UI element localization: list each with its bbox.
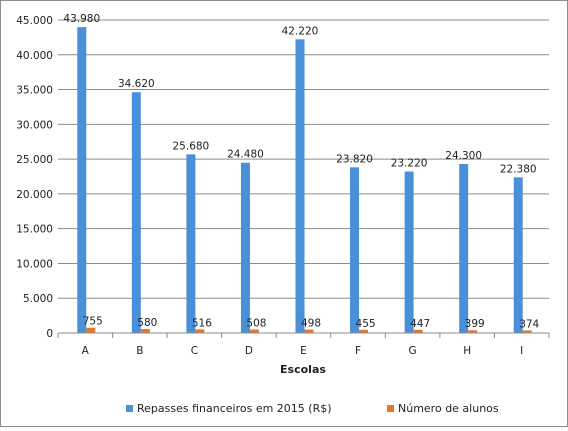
y-tick-label: 5.000 xyxy=(23,293,53,305)
x-tick-label: B xyxy=(136,345,143,357)
data-label-alunos-I: 374 xyxy=(519,318,539,330)
bar-repasses-G xyxy=(404,171,414,333)
bar-alunos-A xyxy=(86,327,96,333)
data-labels: 43.980 755 34.620 580 25.680 516 24.480 508 42.2… xyxy=(63,13,539,330)
y-tick-label: 10.000 xyxy=(16,258,53,270)
bar-alunos-D xyxy=(249,329,259,333)
legend-swatch-alunos xyxy=(387,405,394,412)
legend-label-repasses: Repasses financeiros em 2015 (R$) xyxy=(137,402,332,415)
x-axis-title: Escolas xyxy=(280,363,326,376)
x-axis-ticks: A B C D E F G H I xyxy=(57,333,550,357)
data-label-repasses-B: 34.620 xyxy=(118,78,155,90)
data-label-alunos-H: 399 xyxy=(465,318,485,330)
x-tick-label: C xyxy=(191,345,198,357)
data-label-alunos-E: 498 xyxy=(301,318,321,330)
data-label-repasses-H: 24.300 xyxy=(445,150,482,162)
legend: Repasses financeiros em 2015 (R$) Número … xyxy=(126,402,499,415)
bar-repasses-I xyxy=(513,177,523,333)
y-axis-ticks: 0 5.000 10.000 15.000 20.000 25.000 30.000 35.0… xyxy=(16,15,53,340)
y-tick-label: 35.000 xyxy=(16,85,53,97)
y-tick-label: 30.000 xyxy=(16,119,53,131)
y-tick-label: 40.000 xyxy=(16,50,53,62)
y-tick-label: 20.000 xyxy=(16,189,53,201)
bar-repasses-C xyxy=(186,154,196,333)
data-label-alunos-A: 755 xyxy=(83,316,103,328)
x-tick-label: E xyxy=(300,345,307,357)
x-tick-label: G xyxy=(409,345,417,357)
data-label-alunos-B: 580 xyxy=(137,317,157,329)
x-tick-label: D xyxy=(245,345,253,357)
bar-alunos-G xyxy=(413,329,423,333)
data-label-alunos-C: 516 xyxy=(192,317,212,329)
x-tick-label: H xyxy=(463,345,471,357)
bar-alunos-E xyxy=(304,329,314,333)
data-label-repasses-F: 23.820 xyxy=(336,153,373,165)
bar-alunos-C xyxy=(195,329,205,333)
bar-repasses-H xyxy=(459,163,469,333)
bar-repasses-A xyxy=(77,27,87,334)
y-tick-label: 15.000 xyxy=(16,224,53,236)
x-tick-label: I xyxy=(520,345,523,357)
bar-repasses-B xyxy=(131,92,141,333)
legend-label-alunos: Número de alunos xyxy=(398,402,499,415)
data-label-alunos-F: 455 xyxy=(356,318,376,330)
bar-alunos-H xyxy=(468,330,478,333)
bars xyxy=(77,27,532,334)
data-label-repasses-E: 42.220 xyxy=(282,25,319,37)
data-label-alunos-D: 508 xyxy=(246,317,266,329)
data-label-repasses-G: 23.220 xyxy=(391,157,428,169)
bar-repasses-E xyxy=(295,39,305,333)
legend-swatch-repasses xyxy=(126,405,133,412)
bar-alunos-F xyxy=(359,329,369,333)
x-tick-label: F xyxy=(355,345,361,357)
bar-repasses-D xyxy=(240,162,250,333)
data-label-repasses-D: 24.480 xyxy=(227,149,264,161)
y-tick-label: 45.000 xyxy=(16,15,53,27)
data-label-repasses-A: 43.980 xyxy=(63,13,100,25)
bar-repasses-F xyxy=(350,167,360,333)
x-tick-label: A xyxy=(82,345,90,357)
bar-alunos-B xyxy=(140,328,150,333)
data-label-repasses-I: 22.380 xyxy=(500,163,537,175)
y-tick-label: 0 xyxy=(46,328,53,340)
bar-alunos-I xyxy=(522,330,532,333)
data-label-repasses-C: 25.680 xyxy=(173,140,210,152)
data-label-alunos-G: 447 xyxy=(410,318,430,330)
y-tick-label: 25.000 xyxy=(16,154,53,166)
